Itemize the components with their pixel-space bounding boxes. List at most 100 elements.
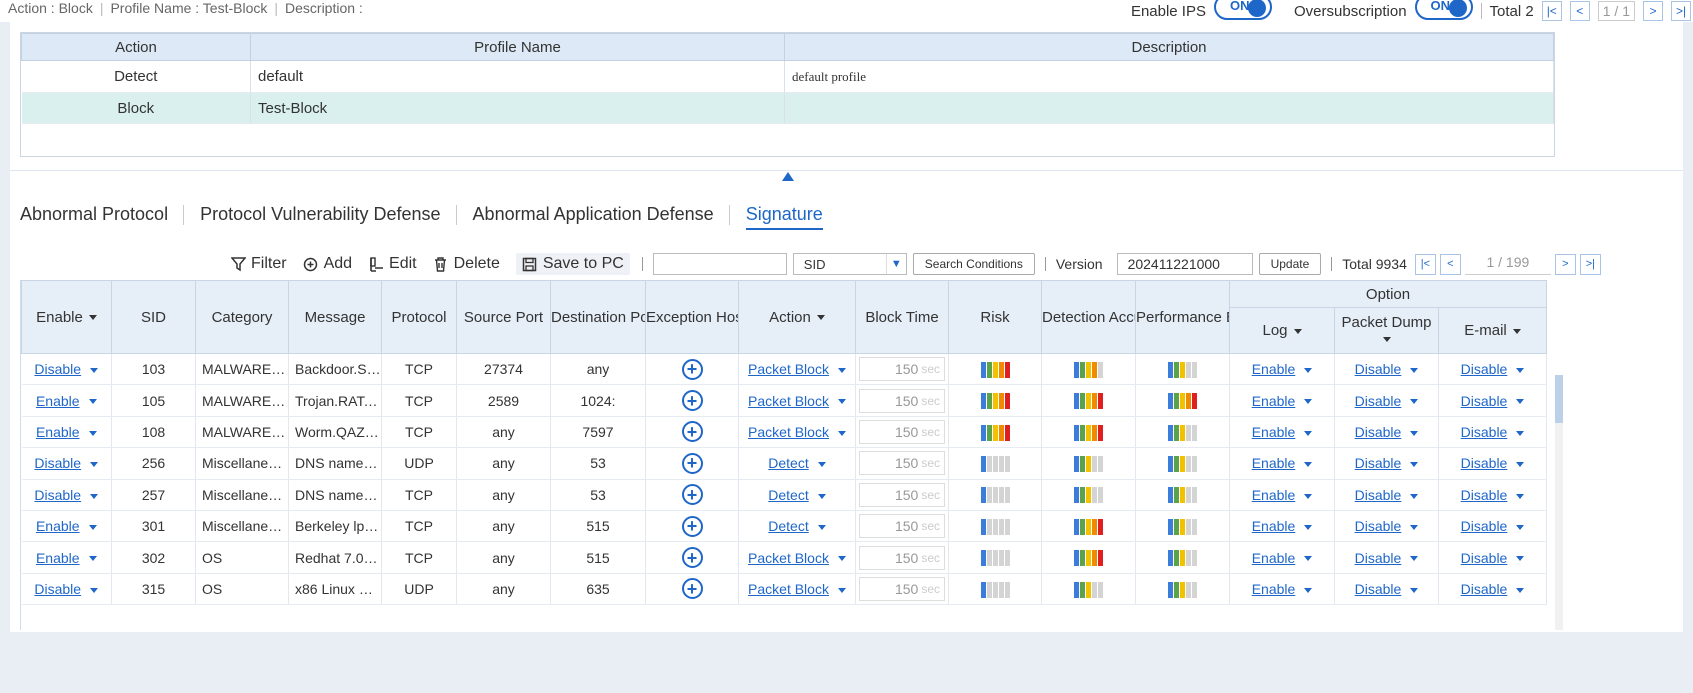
chevron-down-icon[interactable] bbox=[1410, 462, 1419, 468]
chevron-down-icon[interactable] bbox=[88, 556, 97, 562]
chevron-down-icon[interactable] bbox=[90, 587, 99, 593]
chevron-down-icon[interactable] bbox=[1516, 399, 1525, 405]
add-exception-host-icon[interactable]: + bbox=[681, 515, 703, 537]
packet-dump-dropdown[interactable]: Disable bbox=[1354, 455, 1402, 472]
action-dropdown[interactable]: Packet Block bbox=[748, 361, 829, 378]
block-time-input[interactable]: 150 sec bbox=[859, 451, 945, 476]
first-page-icon[interactable]: |< bbox=[1414, 253, 1436, 275]
block-time-input[interactable]: 150 sec bbox=[859, 576, 945, 601]
chevron-down-icon[interactable] bbox=[1516, 493, 1525, 499]
profile-row[interactable]: Detect default default profile bbox=[21, 60, 1554, 93]
email-dropdown[interactable]: Disable bbox=[1460, 423, 1508, 440]
signature-row[interactable]: Enable 301 Miscellane… Berkeley lp… TCP any 51… bbox=[21, 510, 1548, 543]
chevron-down-icon[interactable] bbox=[837, 430, 846, 436]
search-conditions-button[interactable]: Search Conditions bbox=[912, 253, 1035, 275]
chevron-down-icon[interactable] bbox=[1304, 462, 1313, 468]
log-dropdown[interactable]: Enable bbox=[1251, 518, 1296, 535]
add-exception-host-icon[interactable]: + bbox=[681, 421, 703, 443]
vertical-scrollbar[interactable] bbox=[1555, 375, 1563, 630]
prev-page-icon[interactable]: < bbox=[1569, 1, 1590, 21]
block-time-input[interactable]: 150 sec bbox=[859, 482, 945, 507]
action-dropdown[interactable]: Packet Block bbox=[748, 423, 829, 440]
chevron-down-icon[interactable] bbox=[1304, 524, 1313, 530]
block-time-input[interactable]: 150 sec bbox=[859, 388, 945, 413]
block-time-input[interactable]: 150 sec bbox=[859, 545, 945, 570]
oversubscription-toggle[interactable]: ON bbox=[1414, 0, 1473, 20]
prev-page-icon[interactable]: < bbox=[1439, 253, 1461, 275]
column-header-detection-accuracy[interactable]: Detection Accu bbox=[1041, 280, 1136, 354]
column-header-email[interactable]: E-mail bbox=[1437, 307, 1548, 354]
add-exception-host-icon[interactable]: + bbox=[681, 452, 703, 474]
column-header-action[interactable]: Action bbox=[738, 280, 856, 354]
signature-row[interactable]: Disable 315 OS x86 Linux … UDP any 635 + Packet … bbox=[21, 573, 1548, 606]
profile-row-selected[interactable]: Block Test-Block bbox=[21, 92, 1554, 124]
signature-row[interactable]: Disable 103 MALWARE T… Backdoor.S… TCP 27374 a… bbox=[21, 353, 1548, 386]
add-exception-host-icon[interactable]: + bbox=[681, 390, 703, 412]
email-dropdown[interactable]: Disable bbox=[1460, 455, 1508, 472]
chevron-down-icon[interactable] bbox=[1410, 399, 1419, 405]
tab-abnormal-application-defense[interactable]: Abnormal Application Defense bbox=[472, 204, 714, 224]
chevron-down-icon[interactable] bbox=[1304, 430, 1313, 436]
enable-dropdown[interactable]: Enable bbox=[35, 518, 80, 535]
chevron-down-icon[interactable] bbox=[837, 587, 846, 593]
log-dropdown[interactable]: Enable bbox=[1251, 549, 1296, 566]
action-dropdown[interactable]: Packet Block bbox=[748, 549, 829, 566]
update-button[interactable]: Update bbox=[1258, 253, 1322, 275]
tab-signature[interactable]: Signature bbox=[745, 200, 823, 230]
signature-row[interactable]: Enable 302 OS Redhat 7.0 … TCP any 515 + Packet … bbox=[21, 541, 1548, 574]
log-dropdown[interactable]: Enable bbox=[1251, 423, 1296, 440]
chevron-down-icon[interactable] bbox=[1410, 367, 1419, 373]
packet-dump-dropdown[interactable]: Disable bbox=[1354, 423, 1402, 440]
email-dropdown[interactable]: Disable bbox=[1460, 486, 1508, 503]
enable-dropdown[interactable]: Disable bbox=[34, 361, 82, 378]
log-dropdown[interactable]: Enable bbox=[1251, 455, 1296, 472]
column-header-profile-name[interactable]: Profile Name bbox=[250, 33, 785, 61]
packet-dump-dropdown[interactable]: Disable bbox=[1354, 549, 1402, 566]
packet-dump-dropdown[interactable]: Disable bbox=[1354, 580, 1402, 597]
save-to-pc-button[interactable]: Save to PC bbox=[515, 253, 630, 275]
column-header-source-port[interactable]: Source Port bbox=[456, 280, 551, 354]
column-header-sid[interactable]: SID bbox=[111, 280, 196, 354]
column-header-category[interactable]: Category bbox=[195, 280, 289, 354]
packet-dump-dropdown[interactable]: Disable bbox=[1354, 361, 1402, 378]
action-dropdown[interactable]: Packet Block bbox=[748, 580, 829, 597]
chevron-down-icon[interactable] bbox=[1410, 493, 1419, 499]
page-indicator[interactable]: 1 / 1 bbox=[1597, 1, 1635, 21]
email-dropdown[interactable]: Disable bbox=[1460, 392, 1508, 409]
chevron-down-icon[interactable] bbox=[1304, 399, 1313, 405]
chevron-down-icon[interactable] bbox=[1304, 367, 1313, 373]
signature-row[interactable]: Disable 257 Miscellane… DNS name… TCP any 53 + D… bbox=[21, 479, 1548, 511]
column-header-action[interactable]: Action bbox=[21, 33, 251, 61]
add-exception-host-icon[interactable]: + bbox=[681, 578, 703, 600]
signature-row[interactable]: Enable 108 MALWARE T… Worm.QAZ.… TCP any 7597 +… bbox=[21, 416, 1548, 449]
column-header-exception-host[interactable]: Exception Host bbox=[645, 280, 739, 354]
add-button[interactable]: Add bbox=[303, 255, 352, 273]
column-header-log[interactable]: Log bbox=[1229, 307, 1335, 354]
search-field-select[interactable]: SID ▼ bbox=[792, 253, 907, 275]
tab-protocol-vulnerability-defense[interactable]: Protocol Vulnerability Defense bbox=[200, 204, 441, 224]
action-dropdown[interactable]: Detect bbox=[768, 486, 809, 503]
page-indicator[interactable]: 1 / 199 bbox=[1464, 254, 1551, 275]
search-input[interactable] bbox=[652, 253, 787, 275]
chevron-down-icon[interactable] bbox=[90, 493, 99, 499]
chevron-down-icon[interactable] bbox=[1410, 587, 1419, 593]
column-header-message[interactable]: Message bbox=[288, 280, 382, 354]
add-exception-host-icon[interactable]: + bbox=[681, 484, 703, 506]
packet-dump-dropdown[interactable]: Disable bbox=[1354, 392, 1402, 409]
column-header-risk[interactable]: Risk bbox=[948, 280, 1042, 354]
action-dropdown[interactable]: Packet Block bbox=[748, 392, 829, 409]
log-dropdown[interactable]: Enable bbox=[1251, 580, 1296, 597]
first-page-icon[interactable]: |< bbox=[1541, 1, 1562, 21]
chevron-down-icon[interactable] bbox=[1516, 556, 1525, 562]
block-time-input[interactable]: 150 sec bbox=[859, 514, 945, 539]
next-page-icon[interactable]: > bbox=[1554, 253, 1576, 275]
email-dropdown[interactable]: Disable bbox=[1460, 361, 1508, 378]
column-header-destination-port[interactable]: Destination Po bbox=[550, 280, 646, 354]
enable-dropdown[interactable]: Disable bbox=[34, 455, 82, 472]
chevron-down-icon[interactable] bbox=[1516, 462, 1525, 468]
chevron-down-icon[interactable] bbox=[1304, 587, 1313, 593]
column-header-packet-dump[interactable]: Packet Dump bbox=[1334, 307, 1439, 354]
block-time-input[interactable]: 150 sec bbox=[859, 419, 945, 444]
column-header-performance[interactable]: Performance E bbox=[1135, 280, 1230, 354]
enable-ips-toggle[interactable]: ON bbox=[1214, 0, 1272, 20]
